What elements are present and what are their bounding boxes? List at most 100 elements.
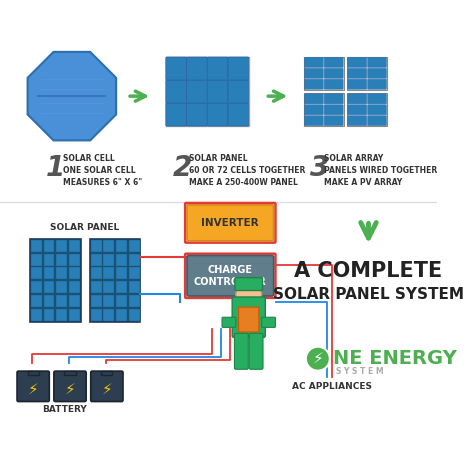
FancyBboxPatch shape xyxy=(187,57,207,80)
FancyBboxPatch shape xyxy=(91,295,101,307)
FancyBboxPatch shape xyxy=(103,295,114,307)
FancyBboxPatch shape xyxy=(91,309,101,321)
FancyBboxPatch shape xyxy=(235,278,263,290)
FancyBboxPatch shape xyxy=(228,57,249,80)
FancyBboxPatch shape xyxy=(304,93,344,126)
Text: AC APPLIANCES: AC APPLIANCES xyxy=(292,382,372,391)
FancyBboxPatch shape xyxy=(324,58,343,67)
FancyBboxPatch shape xyxy=(44,295,55,307)
FancyBboxPatch shape xyxy=(103,240,114,252)
FancyBboxPatch shape xyxy=(166,57,249,126)
FancyBboxPatch shape xyxy=(207,103,228,126)
Text: SOLAR PANEL SYSTEM: SOLAR PANEL SYSTEM xyxy=(273,287,464,302)
FancyBboxPatch shape xyxy=(116,281,127,293)
FancyBboxPatch shape xyxy=(69,281,80,293)
FancyBboxPatch shape xyxy=(348,58,367,67)
FancyBboxPatch shape xyxy=(30,239,81,322)
FancyBboxPatch shape xyxy=(367,116,386,125)
FancyBboxPatch shape xyxy=(31,267,42,280)
FancyBboxPatch shape xyxy=(304,94,323,104)
FancyBboxPatch shape xyxy=(69,267,80,280)
FancyBboxPatch shape xyxy=(324,94,343,104)
FancyBboxPatch shape xyxy=(54,371,86,401)
FancyBboxPatch shape xyxy=(116,295,127,307)
Text: A COMPLETE: A COMPLETE xyxy=(294,261,443,281)
FancyBboxPatch shape xyxy=(304,68,323,78)
FancyBboxPatch shape xyxy=(166,103,187,126)
FancyBboxPatch shape xyxy=(324,68,343,78)
FancyBboxPatch shape xyxy=(44,281,55,293)
FancyBboxPatch shape xyxy=(91,371,123,401)
Polygon shape xyxy=(27,52,116,140)
Circle shape xyxy=(306,347,330,371)
FancyBboxPatch shape xyxy=(31,254,42,265)
Text: INVERTER: INVERTER xyxy=(201,218,259,228)
FancyBboxPatch shape xyxy=(129,240,139,252)
FancyBboxPatch shape xyxy=(129,309,139,321)
FancyBboxPatch shape xyxy=(56,267,67,280)
FancyBboxPatch shape xyxy=(91,281,101,293)
FancyBboxPatch shape xyxy=(31,240,42,252)
FancyBboxPatch shape xyxy=(116,240,127,252)
FancyBboxPatch shape xyxy=(348,105,367,115)
Text: SOLAR ARRAY
PANELS WIRED TOGETHER
MAKE A PV ARRAY: SOLAR ARRAY PANELS WIRED TOGETHER MAKE A… xyxy=(324,154,438,187)
FancyBboxPatch shape xyxy=(235,333,248,369)
FancyBboxPatch shape xyxy=(31,309,42,321)
Text: BATTERY: BATTERY xyxy=(42,405,87,414)
FancyBboxPatch shape xyxy=(348,79,367,89)
Text: SOLAR PANEL: SOLAR PANEL xyxy=(50,223,119,232)
FancyBboxPatch shape xyxy=(56,240,67,252)
Circle shape xyxy=(236,281,262,307)
FancyBboxPatch shape xyxy=(91,254,101,265)
FancyBboxPatch shape xyxy=(348,94,367,104)
FancyBboxPatch shape xyxy=(187,255,273,296)
FancyBboxPatch shape xyxy=(347,93,387,126)
FancyBboxPatch shape xyxy=(27,371,39,375)
FancyBboxPatch shape xyxy=(69,240,80,252)
FancyBboxPatch shape xyxy=(166,80,187,103)
Text: NE ENERGY: NE ENERGY xyxy=(333,349,456,368)
FancyBboxPatch shape xyxy=(249,333,263,369)
FancyBboxPatch shape xyxy=(232,297,265,337)
FancyBboxPatch shape xyxy=(304,116,323,125)
FancyBboxPatch shape xyxy=(238,307,259,332)
FancyBboxPatch shape xyxy=(367,79,386,89)
FancyBboxPatch shape xyxy=(56,295,67,307)
FancyBboxPatch shape xyxy=(103,281,114,293)
FancyBboxPatch shape xyxy=(367,58,386,67)
FancyBboxPatch shape xyxy=(228,103,249,126)
FancyBboxPatch shape xyxy=(64,371,75,375)
FancyBboxPatch shape xyxy=(347,57,387,90)
FancyBboxPatch shape xyxy=(228,80,249,103)
FancyBboxPatch shape xyxy=(91,240,101,252)
FancyBboxPatch shape xyxy=(129,267,139,280)
FancyBboxPatch shape xyxy=(69,254,80,265)
Text: 1: 1 xyxy=(46,154,65,182)
FancyBboxPatch shape xyxy=(304,79,323,89)
FancyBboxPatch shape xyxy=(103,267,114,280)
Text: 2: 2 xyxy=(173,154,192,182)
FancyBboxPatch shape xyxy=(187,205,273,241)
FancyBboxPatch shape xyxy=(304,57,344,90)
FancyBboxPatch shape xyxy=(348,68,367,78)
FancyBboxPatch shape xyxy=(90,239,140,322)
Text: CHARGE
CONTROLLER: CHARGE CONTROLLER xyxy=(194,265,267,287)
FancyBboxPatch shape xyxy=(367,94,386,104)
FancyBboxPatch shape xyxy=(207,80,228,103)
Text: SOLAR CELL
ONE SOLAR CELL
MEASURES 6" X 6": SOLAR CELL ONE SOLAR CELL MEASURES 6" X … xyxy=(63,154,142,187)
FancyBboxPatch shape xyxy=(129,295,139,307)
FancyBboxPatch shape xyxy=(348,116,367,125)
FancyBboxPatch shape xyxy=(367,68,386,78)
FancyBboxPatch shape xyxy=(367,105,386,115)
FancyBboxPatch shape xyxy=(116,267,127,280)
FancyBboxPatch shape xyxy=(324,105,343,115)
Text: ⚡: ⚡ xyxy=(101,381,112,396)
Text: ⚡: ⚡ xyxy=(64,381,75,396)
Text: S Y S T E M: S Y S T E M xyxy=(336,367,384,376)
FancyBboxPatch shape xyxy=(324,79,343,89)
FancyBboxPatch shape xyxy=(304,58,323,67)
FancyBboxPatch shape xyxy=(222,317,236,328)
FancyBboxPatch shape xyxy=(304,105,323,115)
FancyBboxPatch shape xyxy=(116,254,127,265)
FancyBboxPatch shape xyxy=(31,281,42,293)
